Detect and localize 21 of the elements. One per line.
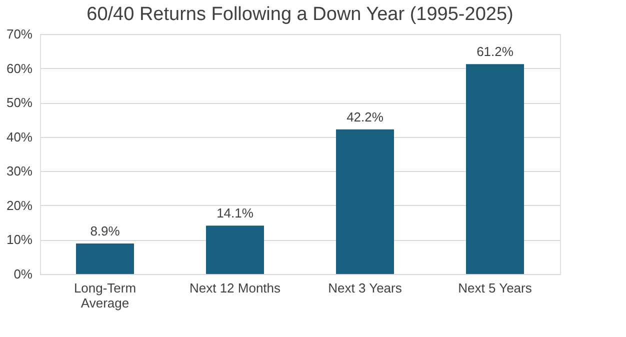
chart-title: 60/40 Returns Following a Down Year (1995-2025) (86, 4, 514, 25)
x-tick-label: Next 5 Years (458, 280, 532, 296)
y-tick-label: 20% (6, 198, 33, 213)
data-label: 42.2% (346, 109, 384, 124)
data-label: 14.1% (216, 206, 254, 221)
y-tick-label: 70% (6, 26, 33, 42)
bar (336, 129, 394, 274)
x-tick-label: Long-Term Average (74, 280, 136, 310)
y-tick-label: 40% (6, 129, 33, 144)
data-label: 8.9% (90, 223, 120, 238)
y-tick-label: 10% (6, 232, 33, 248)
x-tick-label: Next 3 Years (328, 280, 402, 296)
y-tick-label: 0% (14, 266, 33, 282)
bar (206, 226, 264, 274)
data-label: 61.2% (476, 44, 514, 60)
bar (76, 243, 134, 274)
x-tick-label: Next 12 Months (189, 280, 282, 296)
y-tick-label: 30% (6, 164, 33, 179)
bar (466, 64, 524, 274)
y-tick-label: 50% (6, 95, 33, 110)
y-tick-label: 60% (6, 60, 33, 76)
